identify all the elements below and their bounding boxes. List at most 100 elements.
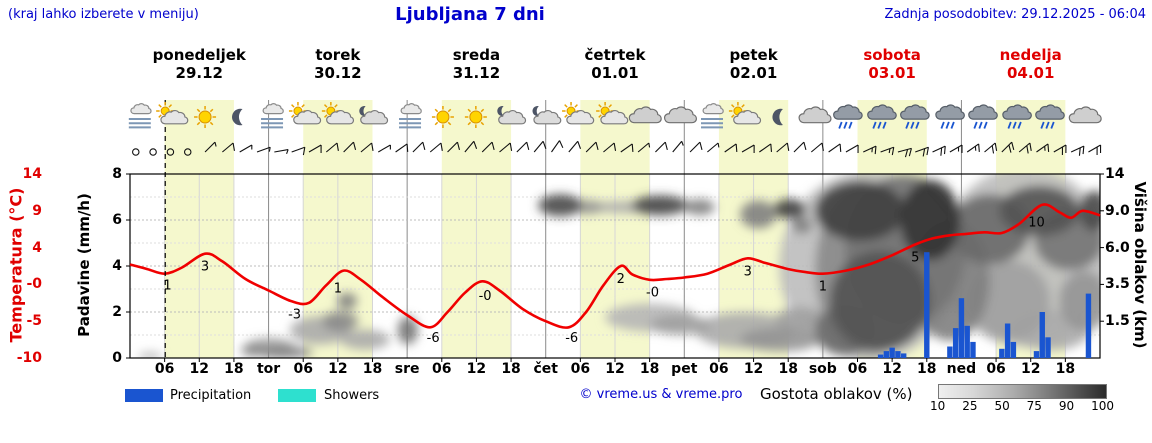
density-tick: 100 [1091,399,1114,413]
time-tick: 12 [743,361,764,377]
wind-barb [845,144,859,154]
precip-bar [895,351,901,358]
wind-barb [1053,144,1067,156]
wind-barb [464,140,478,153]
temperature-point-label: 3 [201,260,209,275]
density-tick: 10 [930,399,946,413]
cloud-tick: 1.5 [1105,313,1130,330]
day-date: 01.01 [591,64,639,82]
sun-icon [464,106,487,128]
cloud-blob [339,329,390,350]
cloud-blob [775,307,826,332]
precip-bar [1085,293,1092,358]
wind-barb [412,141,426,153]
fog-icon [128,104,151,129]
time-tick: 18 [1055,361,1076,377]
cloud-tick: 14 [1105,166,1125,182]
rain-icon [834,105,862,129]
wind-barb [377,144,391,153]
time-tick: 18 [639,361,660,377]
fog-icon [399,104,421,129]
credit-link[interactable]: © vreme.us & vreme.pro [579,387,743,402]
cloud-blob [632,195,689,216]
time-tick: 12 [328,361,348,377]
wind-barb [222,142,235,153]
wind-barb [533,140,547,153]
fog-icon [261,104,283,129]
cloud-blob [814,180,905,241]
rain-icon [1003,105,1031,129]
wind-barb [516,141,530,153]
day-abbrev: sob [808,361,837,377]
cloud-icon [1069,107,1101,123]
day-date: 30.12 [314,64,362,82]
wind-barb [741,144,755,154]
precip-bar [999,348,1005,358]
temp-tick: 4 [32,239,42,256]
cloud-blob [773,198,806,219]
wind-barb [1088,144,1102,156]
page-title: Ljubljana 7 dni [395,4,545,25]
cloud-tick: 3.5 [1105,276,1130,293]
time-tick: 06 [432,361,452,377]
showers-legend-label: Showers [324,388,380,403]
wind-barb [724,143,738,153]
cloud-blob [740,327,821,352]
precip-tick: 4 [112,258,122,274]
time-tick: 12 [882,361,902,377]
day-abbrev: pet [671,361,698,377]
temp-tick: -5 [26,313,42,330]
precip-tick: 6 [112,212,122,228]
wind-barb [204,141,217,153]
day-abbrev: sre [394,361,420,377]
suncloud-icon [321,102,354,124]
day-name: četrtek [584,46,646,64]
wind-barb [166,148,175,156]
rain-icon [1036,105,1064,129]
wind-barb [1036,143,1050,153]
rain-icon [936,105,964,129]
wind-barb [149,148,157,156]
temperature-point-label: -6 [427,331,440,346]
cloud-blob [337,292,358,309]
cloud-blob [830,250,931,351]
suncloud-icon [562,102,594,124]
temperature-point-label: 3 [744,264,752,279]
wind-barb [966,143,980,153]
wind-barb [291,146,306,156]
wind-barb [429,142,443,153]
wind-barb [1070,145,1085,156]
precip-bar [952,328,959,358]
wind-barb [256,146,271,153]
suncloud-icon [596,102,628,124]
temp-tick: -0 [26,276,42,293]
precip-bar [970,341,976,358]
wind-barb [637,142,651,153]
mooncloud-icon [532,106,561,124]
day-date: 02.01 [729,64,778,82]
time-tick: 18 [362,361,383,377]
wind-barb [308,144,322,154]
day-name: torek [315,46,361,64]
precip-bar [1004,323,1011,358]
temperature-point-label: -6 [565,331,578,346]
wind-barb [395,143,409,153]
wind-barb [360,142,374,153]
temp-tick: 14 [22,166,42,182]
wind-barb [585,141,599,153]
cloud-blob [792,217,813,234]
time-tick: 06 [709,361,729,377]
cloud-blob [900,180,961,260]
suncloud-icon [156,102,188,124]
temperature-point-label: -0 [646,286,659,301]
time-tick: 12 [189,361,210,377]
cloud-density-gradient [938,384,1107,399]
temperature-point-label: 1 [163,279,171,294]
time-tick: 06 [847,361,868,377]
showers-swatch [278,389,316,402]
suncloud-icon [288,102,321,124]
wind-barb [481,141,495,153]
cloud-tick: 9.0 [1105,202,1130,219]
rain-icon [969,105,997,129]
temperature-point-label: -3 [288,308,301,323]
